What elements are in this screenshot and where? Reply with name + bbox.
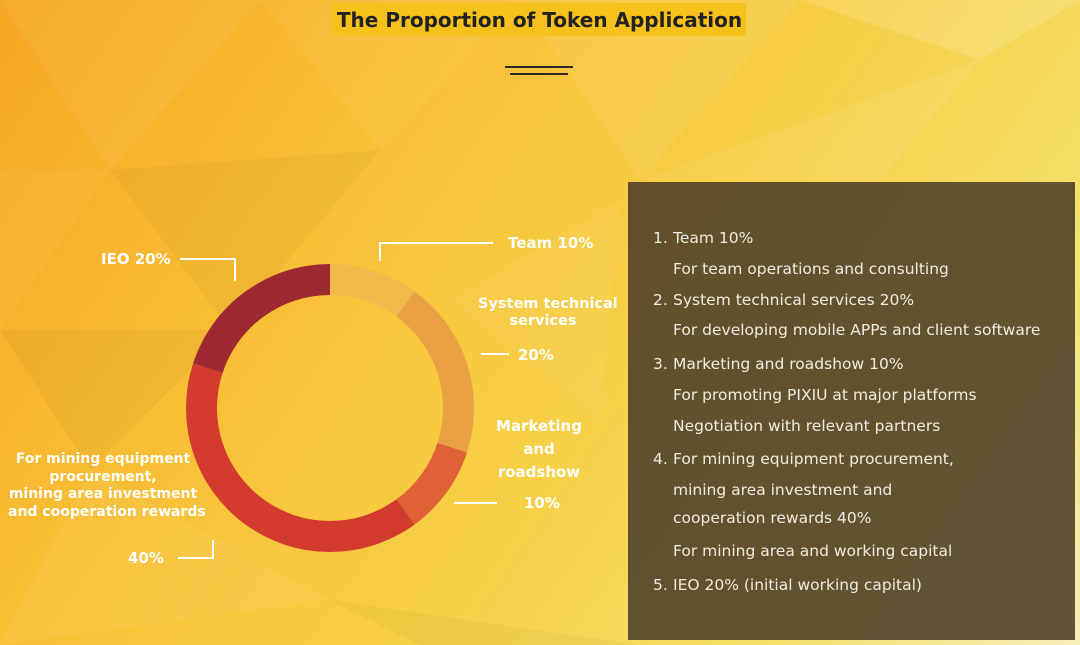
- slice-ieo: [193, 264, 330, 374]
- chart-title: The Proportion of Token Application: [333, 3, 746, 36]
- label-mining-line1: For mining equipment: [15, 451, 191, 467]
- slice-team: [330, 264, 415, 317]
- panel-item-2-number: 2.: [653, 291, 668, 309]
- label-mining-line2: procurement,: [49, 468, 157, 485]
- label-ieo: IEO 20%: [101, 250, 171, 268]
- label-system-percent: 20%: [518, 346, 554, 364]
- panel-item-4-text: For mining equipment procurement,: [673, 450, 954, 468]
- panel-item-4-number: 4.: [653, 450, 668, 468]
- panel-item-4-detail-text: For mining area and working capital: [673, 542, 953, 560]
- panel-item-2-text: System technical services 20%: [673, 291, 915, 309]
- label-mining-line3: mining area investment: [8, 486, 198, 502]
- label-marketing-percent: 10%: [524, 494, 560, 512]
- panel-item-3-detail-a-text: For promoting PIXIU at major platforms: [673, 386, 977, 404]
- title-underline-bottom: [510, 73, 568, 75]
- description-panel: 1. Team 10% For team operations and consu…: [628, 182, 1075, 640]
- leader-mining: [178, 540, 214, 559]
- panel-item-1-number: 1.: [653, 229, 668, 247]
- label-marketing-line1: Marketing: [496, 417, 582, 435]
- label-system-line1: System technical: [478, 296, 618, 312]
- panel-item-5-text: IEO 20% (initial working capital): [673, 576, 922, 594]
- panel-item-4-line3-text: cooperation rewards 40%: [673, 509, 872, 527]
- label-team: Team 10%: [508, 234, 594, 252]
- label-marketing-line3: roadshow: [497, 463, 581, 481]
- panel-item-2-detail-text: For developing mobile APPs and client so…: [673, 321, 1041, 339]
- panel-item-5-number: 5.: [653, 576, 668, 594]
- panel-item-4-line2-text: mining area investment and: [673, 481, 893, 499]
- label-mining-percent: 40%: [128, 549, 164, 567]
- panel-item-3-number: 3.: [653, 355, 668, 373]
- panel-item-3-detail-b-text: Negotiation with relevant partners: [673, 417, 941, 435]
- leader-team: [379, 242, 493, 261]
- label-mining: For mining equipment procurement, mining…: [8, 451, 206, 521]
- label-mining-line4: and cooperation rewards: [8, 503, 206, 520]
- leader-ieo: [180, 258, 236, 281]
- panel-item-1-text: Team 10%: [673, 229, 754, 247]
- slice-mining: [185, 363, 415, 552]
- title-underline-top: [505, 66, 573, 68]
- label-marketing-line2: and: [523, 440, 555, 458]
- label-system: System technical services: [478, 296, 618, 331]
- label-system-line2: services: [509, 313, 577, 330]
- slice-marketing: [396, 442, 467, 525]
- slice-system-services: [396, 291, 475, 453]
- label-marketing: Marketing and roadshow: [488, 417, 590, 481]
- panel-item-1-detail-text: For team operations and consulting: [673, 260, 949, 278]
- panel-item-3-text: Marketing and roadshow 10%: [673, 355, 904, 373]
